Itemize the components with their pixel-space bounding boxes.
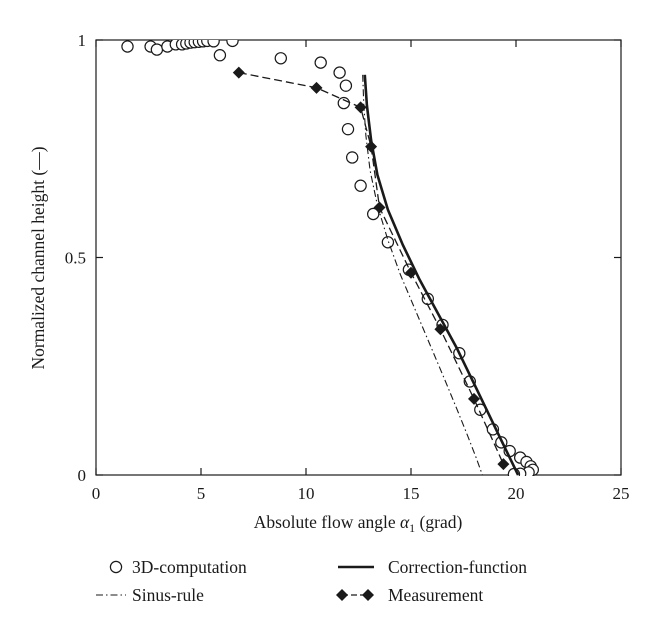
3d-computation-point bbox=[274, 52, 287, 65]
y-tick-label: 0.5 bbox=[65, 249, 86, 268]
3d-computation-point bbox=[339, 79, 353, 92]
3d-computation-point bbox=[207, 40, 220, 48]
legend-swatch-diamond bbox=[336, 589, 348, 601]
measurement-point bbox=[354, 101, 367, 114]
legend-label: Correction-function bbox=[388, 557, 527, 577]
y-axis-label: Normalized channel height (—) bbox=[28, 146, 48, 369]
tick-labels: 0 5 10 15 20 25 0 0.5 1 bbox=[65, 31, 630, 503]
legend-swatch bbox=[109, 560, 123, 574]
measurement-point bbox=[310, 81, 323, 94]
legend-label: 3D-computation bbox=[132, 557, 247, 577]
x-tick-label: 20 bbox=[508, 484, 525, 503]
series-measurement bbox=[232, 66, 510, 471]
measurement-point bbox=[232, 66, 245, 79]
3d-computation-point bbox=[341, 122, 355, 136]
legend: 3D-computation Correction-function Sinus-r… bbox=[96, 557, 527, 605]
series-correction-function bbox=[363, 74, 520, 476]
measurement-point bbox=[405, 266, 417, 279]
y-tick-label: 1 bbox=[78, 31, 87, 50]
measurement-point bbox=[365, 140, 378, 153]
legend-swatch-diamond bbox=[362, 589, 374, 601]
measurement-point bbox=[468, 392, 480, 405]
legend-item-3d-computation: 3D-computation bbox=[109, 557, 247, 577]
measurement-point bbox=[434, 323, 447, 336]
3d-computation-point bbox=[367, 207, 380, 221]
series-layer bbox=[121, 40, 540, 476]
3d-computation-point bbox=[121, 40, 134, 53]
x-tick-label: 5 bbox=[197, 484, 206, 503]
measurement-point bbox=[373, 201, 386, 214]
3d-computation-point bbox=[213, 49, 227, 62]
3d-computation-point bbox=[150, 43, 164, 56]
legend-item-correction-function: Correction-function bbox=[338, 557, 527, 577]
3d-computation-point bbox=[346, 151, 359, 164]
3d-computation-point bbox=[354, 179, 367, 192]
legend-label: Measurement bbox=[388, 585, 483, 605]
3d-computation-point bbox=[314, 56, 327, 69]
legend-item-measurement: Measurement bbox=[336, 585, 483, 605]
3d-computation-point bbox=[381, 236, 395, 249]
legend-label: Sinus-rule bbox=[132, 585, 204, 605]
y-tick-label: 0 bbox=[78, 466, 87, 485]
3d-computation-point bbox=[337, 96, 350, 110]
series-sinus-rule bbox=[362, 74, 483, 476]
series-3d-computation bbox=[121, 40, 540, 476]
x-tick-label: 0 bbox=[92, 484, 101, 503]
sinus-rule-line bbox=[362, 74, 483, 476]
measurement-point bbox=[497, 458, 510, 471]
3d-computation-point bbox=[333, 66, 346, 79]
legend-item-sinus-rule: Sinus-rule bbox=[96, 585, 204, 605]
correction-function-line bbox=[363, 74, 520, 476]
x-tick-label: 25 bbox=[613, 484, 630, 503]
x-tick-label: 10 bbox=[298, 484, 315, 503]
x-axis-label: Absolute flow angle α1 (grad) bbox=[254, 512, 463, 535]
x-tick-label: 15 bbox=[403, 484, 420, 503]
3d-computation-point bbox=[226, 40, 239, 48]
